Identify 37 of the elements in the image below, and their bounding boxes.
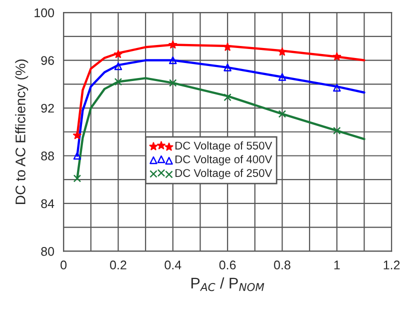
point [333, 84, 341, 92]
point [224, 64, 232, 72]
legend-label: DC Voltage of 250V [175, 168, 272, 180]
x-tick-label: 1.2 [384, 260, 400, 270]
point [332, 52, 342, 60]
x-tick-label: 0.6 [219, 260, 236, 270]
x-tick-label: 0.8 [274, 260, 290, 270]
x-tick-label: 0.4 [164, 260, 182, 270]
line-series [76, 77, 366, 180]
y-axis-title: DC to AC Efficiency (%) [15, 60, 28, 204]
point [223, 42, 232, 51]
y-tick-label: 80 [41, 247, 54, 256]
point [278, 110, 286, 118]
point [169, 56, 177, 64]
y-tick-label: 96 [41, 56, 54, 65]
legend-label: DC Voltage of 400V [175, 155, 272, 166]
point [72, 131, 82, 140]
point [73, 174, 82, 182]
point [114, 78, 122, 86]
point [333, 126, 341, 135]
x-axis-title: P$_{AC}$ / P$_{NOM}$ [191, 277, 264, 292]
point [73, 152, 82, 160]
point [114, 50, 122, 58]
x-tick-label: 0.2 [110, 260, 126, 270]
point [278, 73, 286, 81]
point [114, 62, 122, 70]
point [278, 48, 286, 56]
y-tick-label: 88 [41, 152, 54, 160]
y-tick-label: 100 [34, 8, 54, 18]
point [224, 93, 232, 102]
x-tick-label: 1 [334, 260, 340, 270]
y-tick-label: 92 [41, 104, 54, 113]
legend-label: DC Voltage of 550V [175, 141, 272, 152]
point [169, 79, 177, 87]
point [168, 40, 178, 48]
x-tick-label: 0 [60, 260, 67, 270]
y-tick-label: 84 [41, 199, 54, 208]
